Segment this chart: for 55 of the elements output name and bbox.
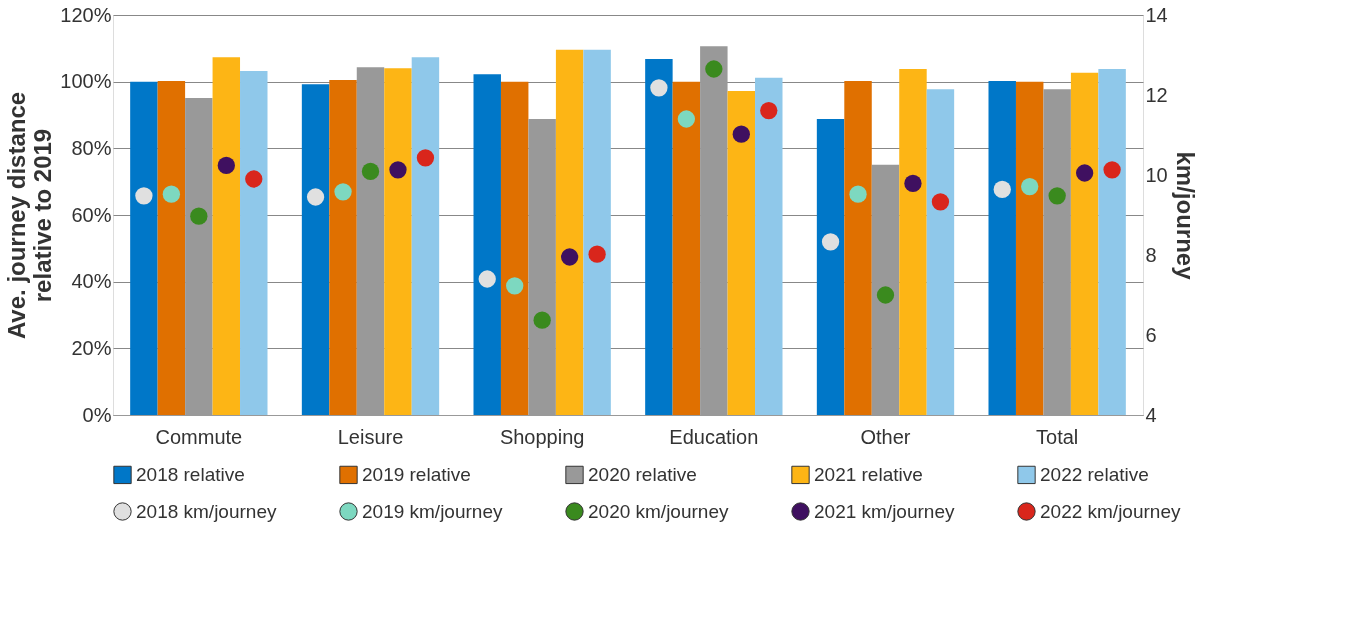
bar <box>301 84 330 415</box>
legend-label: 2018 km/journey <box>136 500 277 522</box>
bar <box>727 91 756 415</box>
bar <box>473 74 501 415</box>
y-tick-label: 120% <box>60 3 112 26</box>
y-tick-label: 40% <box>71 270 112 293</box>
y-tick-label: 80% <box>71 136 112 159</box>
bar <box>555 49 584 415</box>
y-tick-label: 100% <box>60 70 112 93</box>
legend-label: 2022 relative <box>1040 463 1149 485</box>
bar <box>130 81 158 415</box>
bar <box>844 81 872 415</box>
y2-axis-title: km/journey <box>1171 151 1199 281</box>
legend-label: 2020 relative <box>588 463 697 485</box>
bar <box>899 69 927 415</box>
bar <box>384 68 412 415</box>
legend-label: 2019 km/journey <box>362 500 503 522</box>
legend-label: 2021 relative <box>814 463 923 485</box>
y-tick-label: 60% <box>71 203 112 226</box>
bar <box>212 57 241 415</box>
y2-tick-label: 6 <box>1145 323 1157 346</box>
x-tick-label: Leisure <box>337 425 404 448</box>
bar <box>672 81 701 415</box>
y2-tick-label: 14 <box>1145 3 1168 26</box>
bar <box>926 89 955 415</box>
y2-tick-label: 12 <box>1145 83 1168 106</box>
bar <box>329 80 357 415</box>
bar <box>1070 72 1099 415</box>
y2-tick-label: 4 <box>1145 403 1157 426</box>
bar <box>988 81 1016 415</box>
bar <box>500 81 529 415</box>
bar <box>1015 81 1044 415</box>
y-tick-label: 20% <box>71 336 112 359</box>
legend-label: 2018 relative <box>136 463 245 485</box>
y-tick-label: 0% <box>82 403 112 426</box>
legend-label: 2021 km/journey <box>814 500 955 522</box>
y2-tick-label: 10 <box>1145 163 1168 186</box>
bar <box>1098 69 1126 415</box>
x-tick-label: Shopping <box>499 425 585 448</box>
legend-label: 2022 km/journey <box>1040 500 1181 522</box>
x-tick-label: Commute <box>155 425 243 448</box>
bar <box>157 81 186 415</box>
bar <box>240 71 268 415</box>
y-axis-title: Ave. journey distance relative to 2019 <box>3 91 57 340</box>
bar <box>755 77 783 415</box>
x-tick-label: Education <box>669 425 759 448</box>
bar <box>816 119 845 415</box>
y2-tick-label: 8 <box>1145 243 1157 266</box>
x-tick-label: Other <box>860 425 911 448</box>
bar <box>645 59 673 415</box>
legend-label: 2020 km/journey <box>588 500 729 522</box>
bar <box>583 49 611 415</box>
x-tick-label: Total <box>1036 425 1079 448</box>
bar <box>411 57 440 415</box>
legend-label: 2019 relative <box>362 463 471 485</box>
